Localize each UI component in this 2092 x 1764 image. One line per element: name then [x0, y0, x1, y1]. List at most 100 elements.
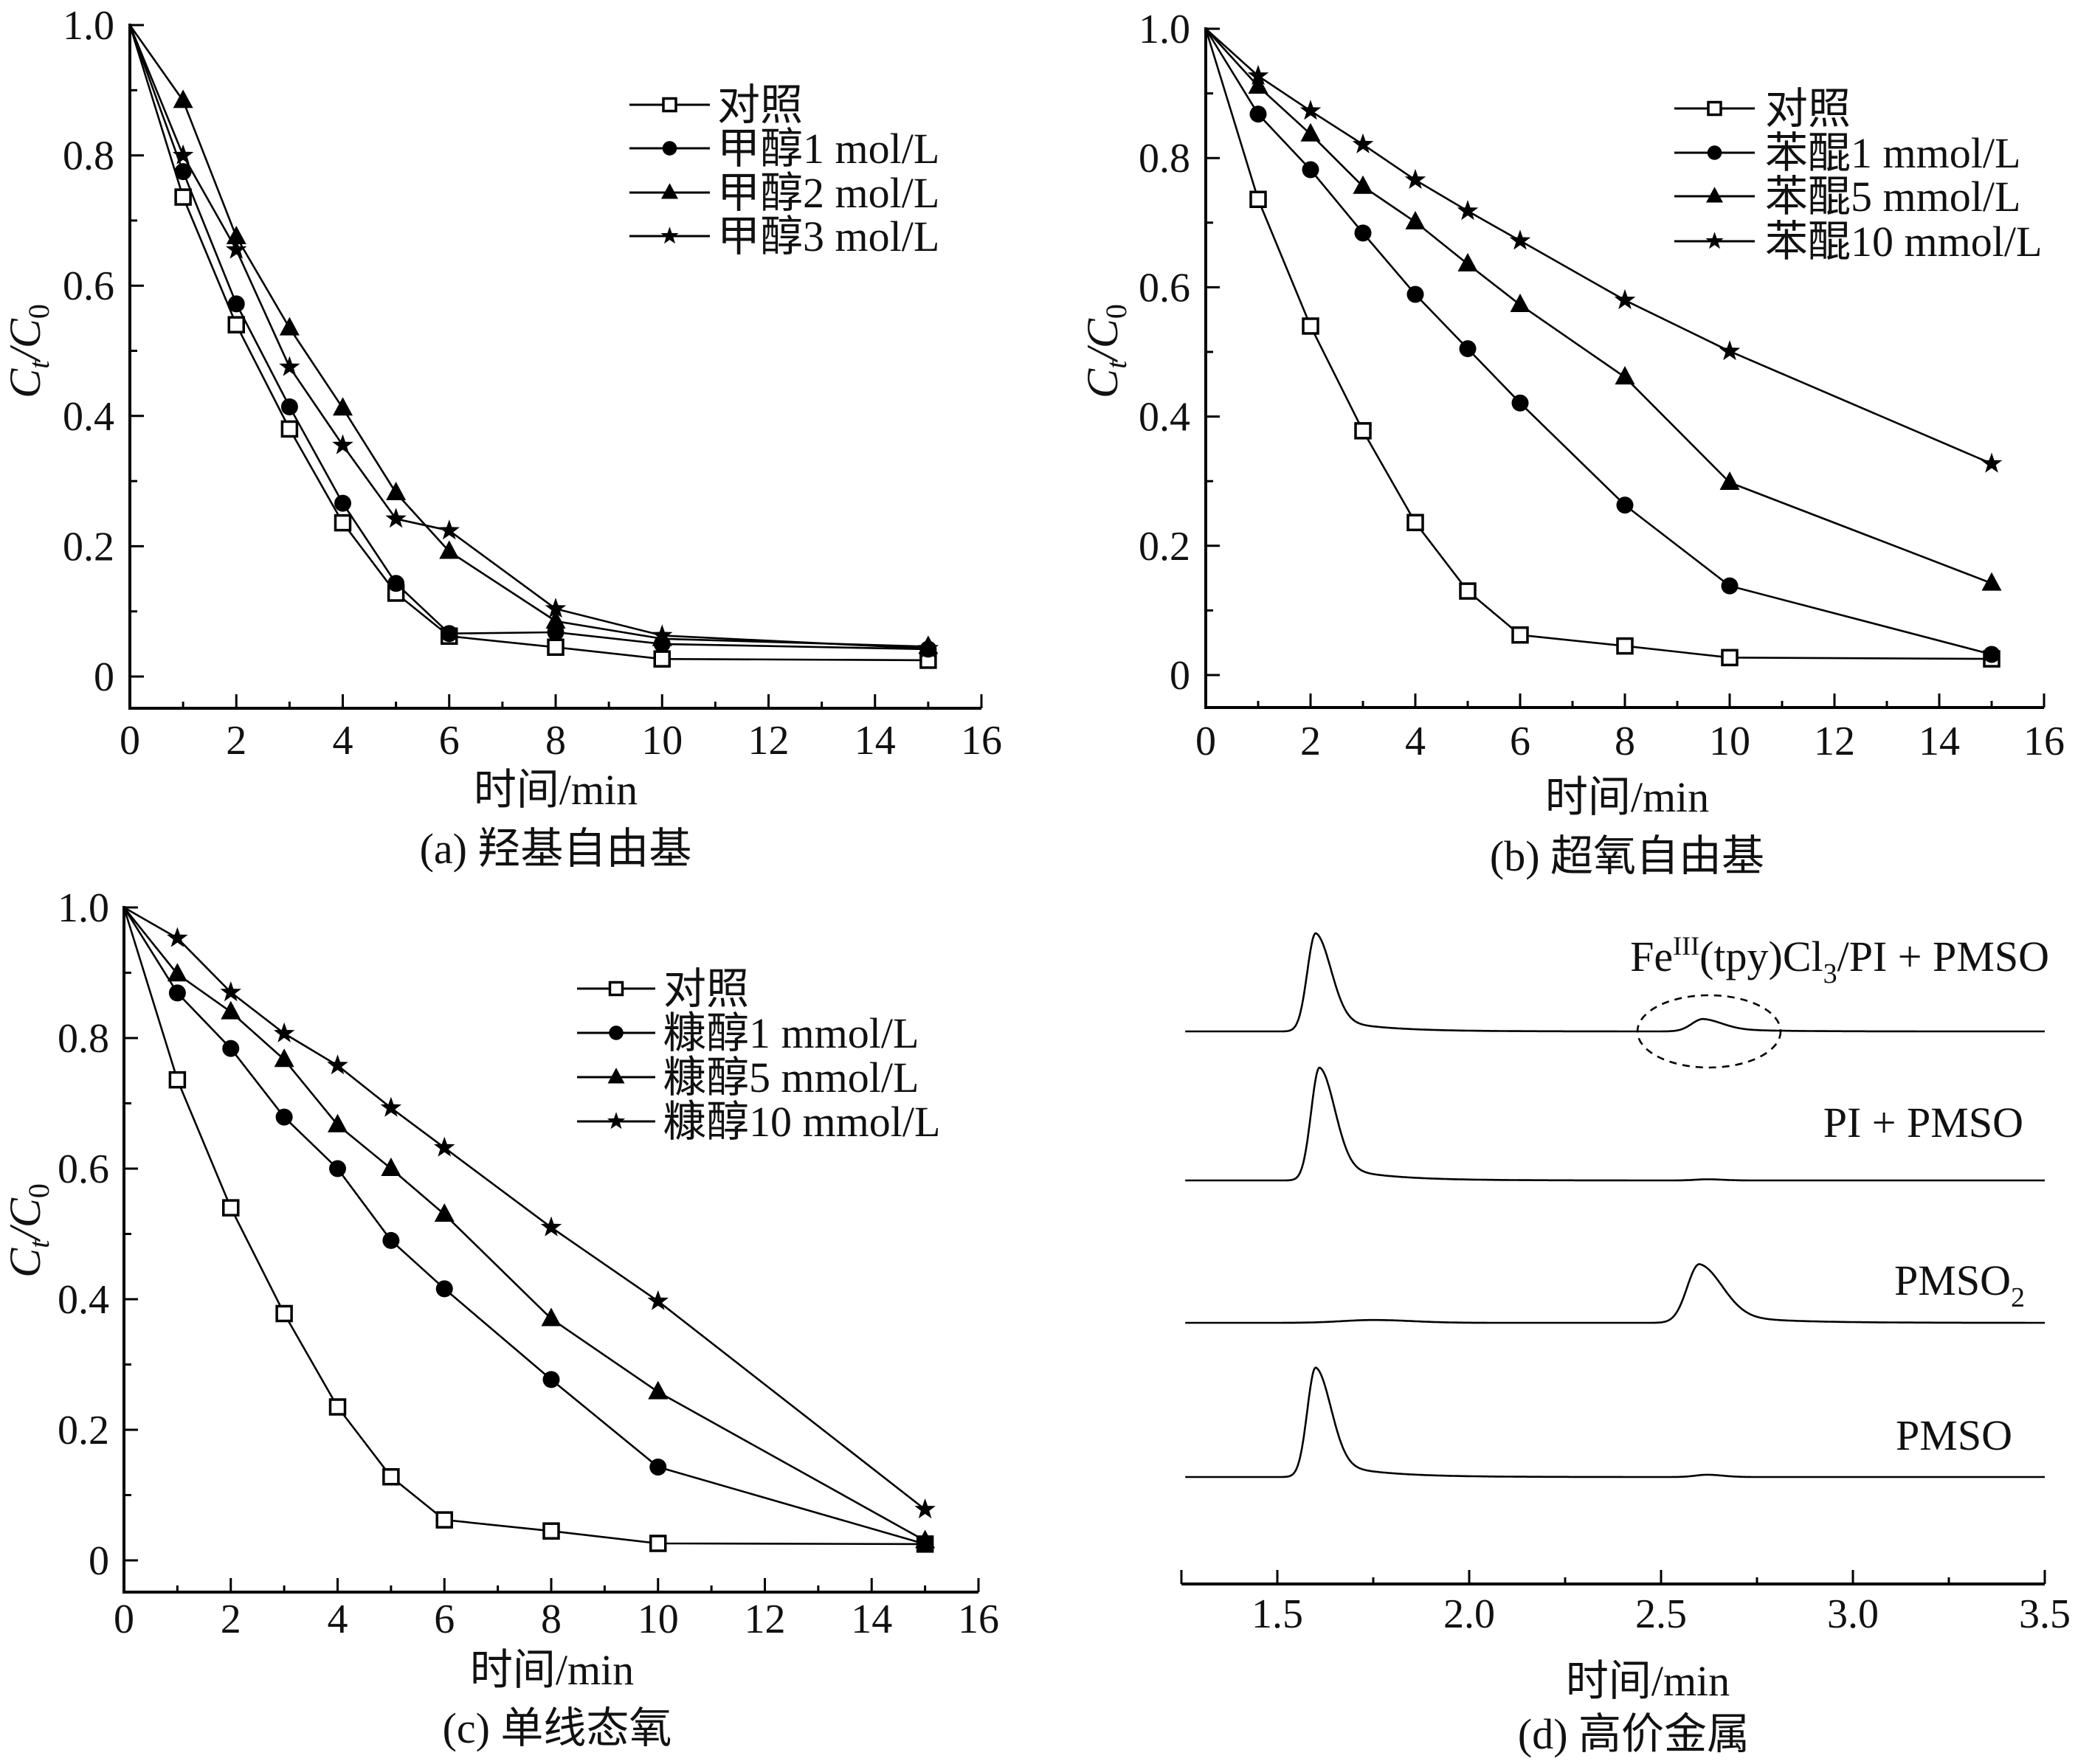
- legend-label: 苯醌1 mmol/L: [1765, 129, 2020, 177]
- x-tick-label: 16: [961, 718, 1002, 764]
- series-line: [128, 24, 928, 662]
- y-title-subscript-t: t: [22, 1239, 55, 1248]
- y-tick-label: 0.4: [1139, 395, 1190, 440]
- trace-label: PMSO: [1896, 1411, 2012, 1459]
- data-point-marker: [380, 1096, 402, 1117]
- x-tick-label: 4: [328, 1597, 348, 1642]
- legend-item: 糠醇5 mmol/L: [577, 1054, 919, 1101]
- data-point-marker: [1406, 286, 1424, 303]
- y-tick-label: 0: [89, 1538, 109, 1584]
- series-line: [128, 24, 928, 651]
- data-point-marker: [227, 295, 245, 313]
- series-line: [122, 907, 926, 1542]
- trace-label-text: (tpy)Cl: [1699, 933, 1823, 980]
- data-point-marker: [1405, 210, 1426, 229]
- series-group: [122, 907, 934, 1553]
- trace-label-text: PMSO: [1896, 1411, 2012, 1459]
- x-axis-title: 时间/min: [1545, 773, 1709, 821]
- series-line: [1204, 28, 1992, 656]
- legend-marker: [607, 1068, 625, 1084]
- data-point-marker: [1615, 366, 1635, 385]
- y-tick-label: 0.4: [58, 1277, 109, 1323]
- trace-group: PMSO: [1184, 1366, 2046, 1478]
- x-tick-label: 6: [439, 718, 460, 764]
- data-point-marker: [1616, 637, 1634, 655]
- data-point-marker: [332, 434, 353, 454]
- data-point-marker: [1299, 100, 1322, 120]
- trace-group: PMSO2: [1184, 1256, 2046, 1324]
- legend-marker: [661, 183, 678, 199]
- legend-label: 糠醇10 mmol/L: [663, 1098, 940, 1146]
- data-point-marker: [542, 1522, 560, 1540]
- data-point-marker: [1457, 200, 1479, 221]
- annotation-ellipse: [1636, 994, 1782, 1069]
- data-point-marker: [1249, 106, 1267, 123]
- x-tick-label: 8: [541, 1597, 562, 1642]
- data-point-marker: [438, 519, 460, 540]
- legend-item: 甲醇2 mol/L: [629, 169, 939, 217]
- x-tick-label: 12: [745, 1597, 786, 1642]
- data-point-marker: [1616, 497, 1634, 514]
- data-point-marker: [221, 1000, 241, 1020]
- data-point-marker: [226, 238, 247, 259]
- x-tick-label: 2: [226, 718, 246, 764]
- x-tick-label: 16: [2023, 719, 2065, 764]
- data-point-marker: [439, 540, 460, 559]
- x-tick-label: 10: [638, 1597, 679, 1642]
- series-group: [128, 24, 939, 658]
- legend-item: 甲醇3 mol/L: [629, 212, 939, 260]
- x-tick-label: 3.5: [2019, 1591, 2071, 1637]
- chart-singlet-oxygen: 0 2 4 6 8 10 12 14 16 0 0.2 0.4 0.6 0.8 1.0 时间/min (c) 单…: [1, 885, 999, 1752]
- y-title-c: C: [1078, 318, 1127, 348]
- trace-line: [1184, 1263, 2046, 1324]
- x-tick-label: 0: [114, 1597, 134, 1642]
- legend-label: 糠醇5 mmol/L: [663, 1054, 919, 1101]
- panel-caption: (b) 超氧自由基: [1490, 832, 1764, 880]
- y-tick-label: 0.6: [58, 1146, 109, 1192]
- y-title-subscript-t: t: [22, 360, 55, 369]
- legend-label: 甲醇1 mol/L: [717, 125, 939, 173]
- data-point-marker: [387, 575, 405, 592]
- data-point-marker: [222, 1040, 240, 1057]
- x-tick-label: 14: [855, 718, 896, 764]
- data-point-marker: [1459, 582, 1477, 600]
- y-tick-label: 0.8: [58, 1016, 109, 1062]
- legend-marker: [1707, 100, 1722, 117]
- chart-high-valent-metal: 1.5 2.0 2.5 3.0 3.5 时间/min (d) 高价金属 FeIII(tpy)C…: [1180, 931, 2071, 1758]
- y-axis-title: Ct/C0: [1, 304, 55, 398]
- x-tick-label: 16: [958, 1597, 999, 1642]
- legend-item: 苯醌5 mmol/L: [1674, 173, 2020, 221]
- data-point-marker: [434, 1136, 455, 1157]
- data-point-marker: [1248, 75, 1268, 94]
- data-point-marker: [441, 625, 458, 643]
- data-point-marker: [1353, 175, 1373, 194]
- legend-item: 苯醌10 mmol/L: [1674, 218, 2042, 266]
- legend-item: 对照: [629, 81, 803, 129]
- trace-label-text: PI + PMSO: [1823, 1099, 2023, 1146]
- x-tick-label: 2: [1300, 719, 1321, 764]
- trace-line: [1184, 1066, 2046, 1182]
- data-point-marker: [434, 1203, 455, 1222]
- y-axis-title: Ct/C0: [1078, 304, 1133, 398]
- data-point-marker: [168, 1070, 187, 1089]
- data-point-marker: [1302, 161, 1319, 179]
- y-tick-label: 0: [94, 654, 114, 700]
- series-line: [122, 907, 925, 1546]
- y-tick-label: 0: [1170, 653, 1190, 699]
- data-point-marker: [334, 494, 351, 512]
- data-point-marker: [274, 1048, 294, 1068]
- y-tick-label: 1.0: [63, 3, 114, 49]
- series-group: [1204, 28, 2000, 663]
- y-axis-title: Ct/C0: [1, 1183, 55, 1278]
- trace-label-subscript: 3: [1823, 958, 1837, 989]
- trace-line: [1184, 932, 2046, 1033]
- panel-caption: (c) 单线态氧: [443, 1704, 672, 1752]
- trace-group: PI + PMSO: [1184, 1066, 2046, 1182]
- series-line: [122, 907, 925, 1546]
- data-point-marker: [279, 317, 300, 336]
- x-tick-label: 6: [434, 1597, 455, 1642]
- data-point-marker: [1352, 133, 1374, 153]
- x-tick-label: 1.5: [1252, 1591, 1303, 1637]
- data-point-marker: [167, 927, 188, 947]
- legend-item: 对照: [1674, 85, 1851, 133]
